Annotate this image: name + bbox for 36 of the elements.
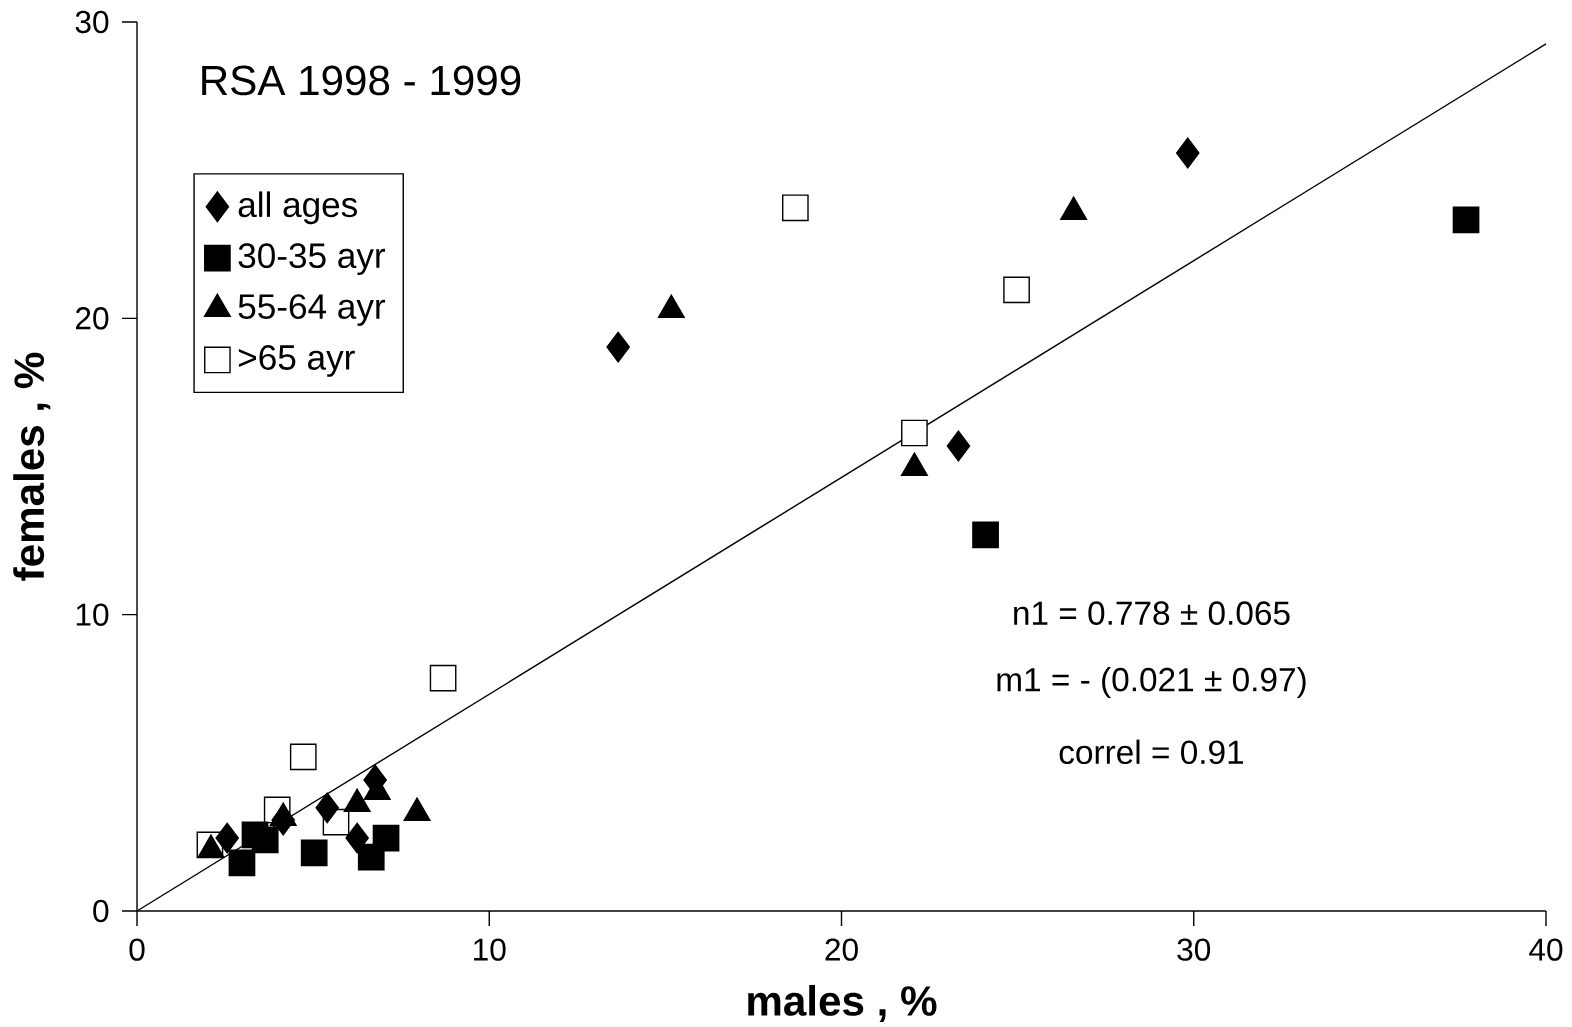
x-axis-title: males , % bbox=[748, 984, 937, 1022]
point bbox=[345, 822, 369, 854]
x-tick-label: 30 bbox=[1177, 938, 1211, 961]
annotation: n1 = 0.778 ± 0.065 bbox=[1014, 601, 1290, 625]
annotation: m1 = - (0.021 ± 0.97) bbox=[997, 666, 1306, 699]
point bbox=[215, 822, 239, 854]
point bbox=[606, 331, 630, 363]
x-tick-label: 40 bbox=[1529, 938, 1563, 961]
legend-label: 30-35 ayr bbox=[238, 243, 386, 276]
point bbox=[901, 419, 928, 447]
point bbox=[946, 430, 971, 462]
point bbox=[372, 824, 400, 852]
x-tick-label: 20 bbox=[825, 938, 858, 961]
point bbox=[228, 849, 256, 877]
point bbox=[1175, 137, 1200, 169]
legend-label: >65 ayr bbox=[238, 345, 355, 377]
x-tick-label: 10 bbox=[474, 938, 506, 961]
y-tick-label: 20 bbox=[76, 307, 109, 330]
point bbox=[782, 194, 809, 222]
text: RSA 1998 - 1999 bbox=[202, 65, 521, 96]
point bbox=[1452, 206, 1480, 234]
annotation: correl = 0.91 bbox=[1059, 739, 1244, 765]
y-tick-label: 0 bbox=[93, 899, 109, 923]
point bbox=[315, 792, 340, 824]
point bbox=[1003, 276, 1030, 304]
point bbox=[300, 839, 328, 867]
y-tick-label: 30 bbox=[75, 10, 109, 34]
point bbox=[429, 664, 457, 692]
legend-label: all ages bbox=[238, 191, 358, 225]
x-tick-label: 0 bbox=[129, 938, 145, 961]
point bbox=[251, 826, 279, 854]
legend-label: 55-64 ayr bbox=[238, 294, 386, 326]
y-tick-label: 10 bbox=[76, 603, 109, 626]
point bbox=[289, 743, 317, 771]
point bbox=[972, 521, 999, 549]
y-axis-title: females , % bbox=[13, 352, 51, 581]
